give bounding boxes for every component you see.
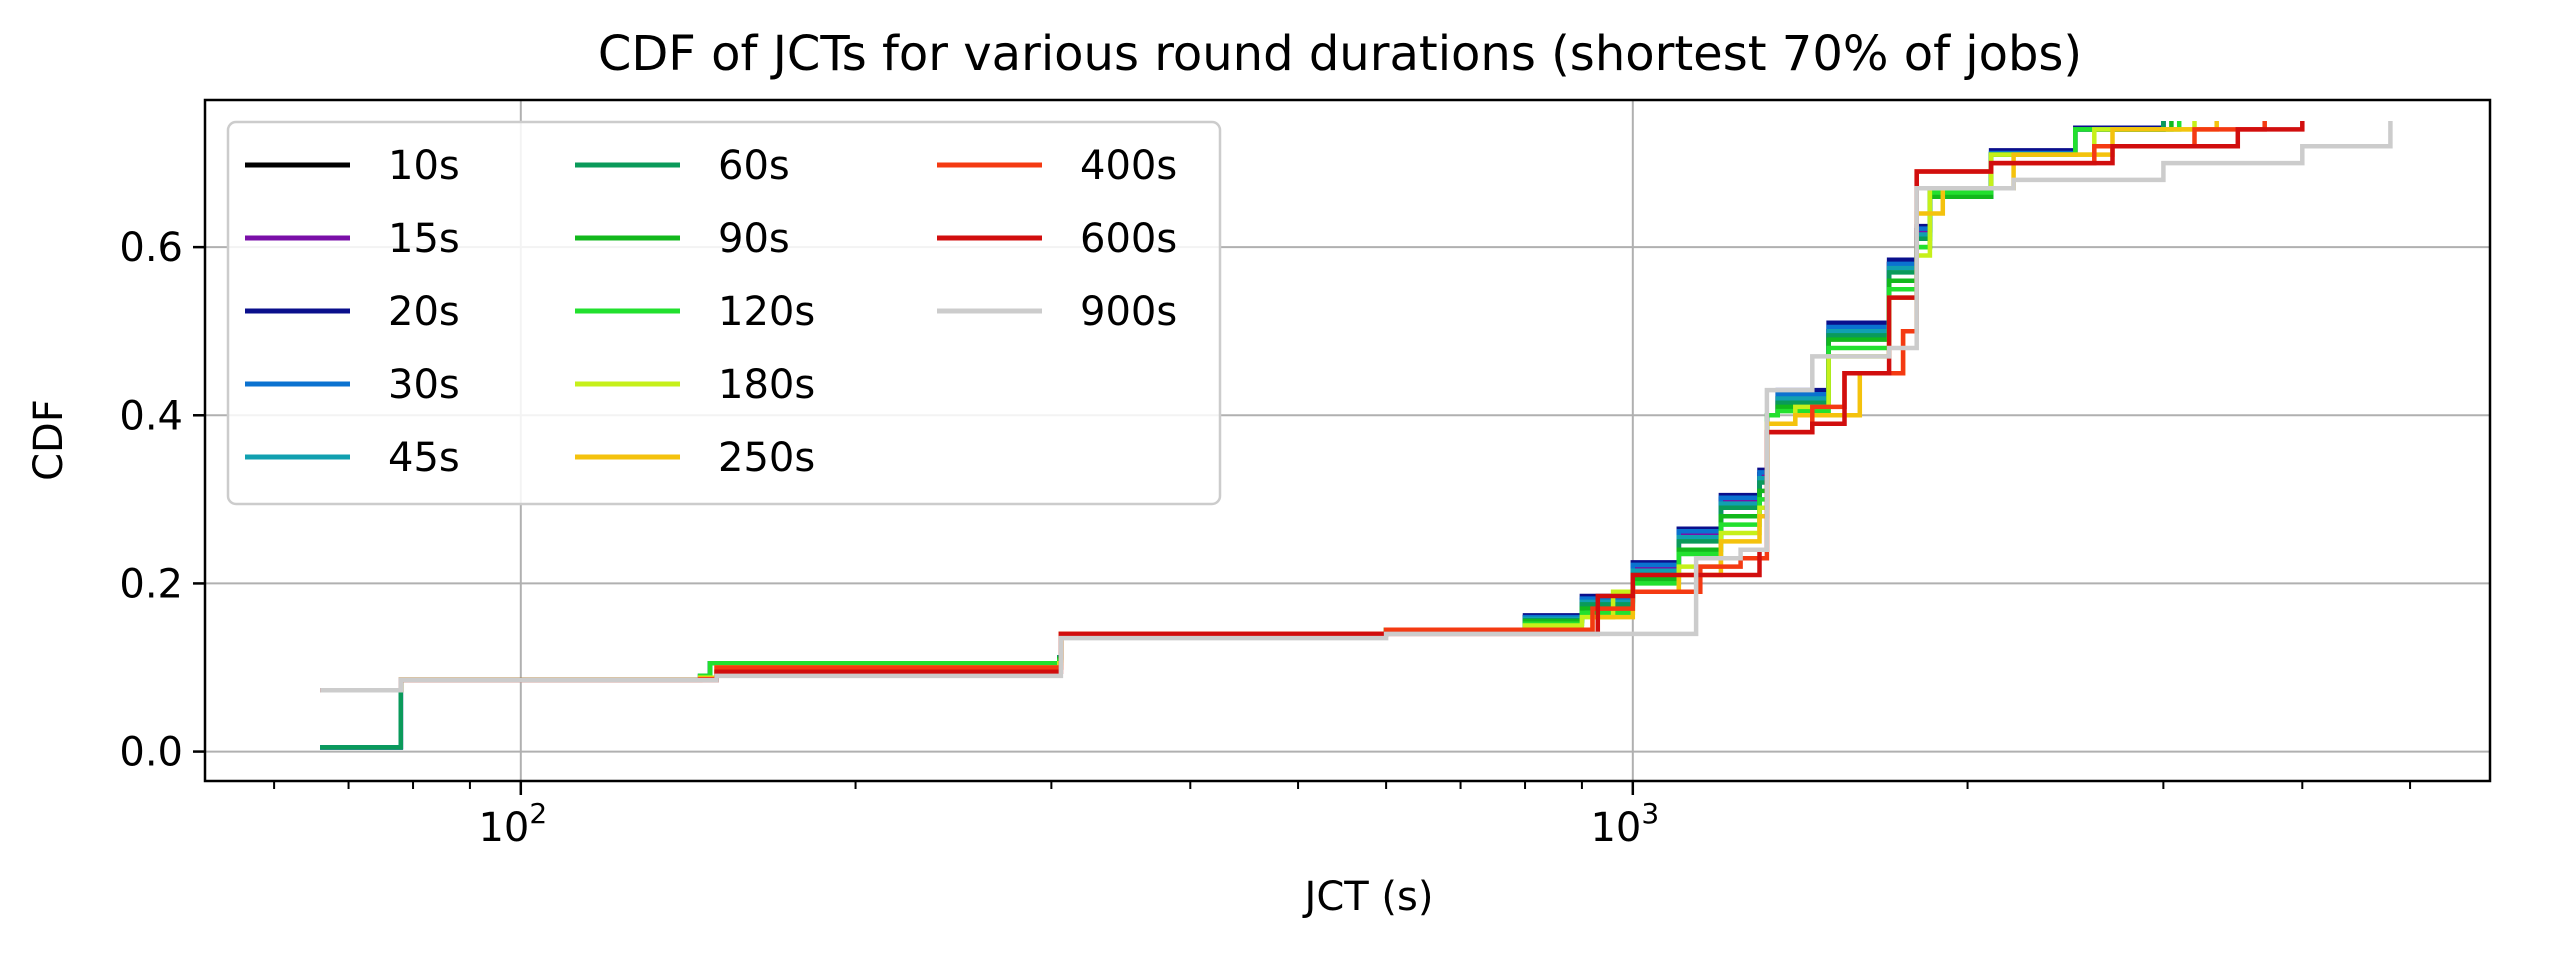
legend-label-400s: 400s: [1080, 143, 1177, 189]
legend-label-90s: 90s: [718, 216, 790, 262]
legend-label-600s: 600s: [1080, 216, 1177, 262]
legend-box: [226, 120, 1222, 506]
series-layer: [320, 121, 2393, 750]
legend-label-180s: 180s: [718, 362, 815, 408]
y-tick-label: 0.2: [119, 561, 183, 607]
y-axis-label: CDF: [26, 399, 72, 481]
x-tick-exponent: 3: [1641, 797, 1659, 830]
y-tick-label: 0.4: [119, 393, 183, 439]
legend-label-20s: 20s: [388, 289, 460, 335]
y-tick-label: 0.0: [119, 730, 183, 776]
legend-label-45s: 45s: [388, 435, 460, 481]
x-tick-label: 103: [1590, 797, 1659, 851]
x-axis-label: JCT (s): [1302, 874, 1434, 920]
legend: 10s 15s 20s 30s 45s 60s 90s 120s 180s 250s 400s 600…: [226, 120, 1222, 506]
legend-label-15s: 15s: [388, 216, 460, 262]
legend-label-30s: 30s: [388, 362, 460, 408]
y-tick-label: 0.6: [119, 225, 183, 271]
ticks-layer: 0.0 0.2 0.4 0.6 102 103: [119, 225, 2412, 851]
x-tick-exponent: 2: [529, 797, 547, 830]
plot-frame: [203, 98, 2492, 783]
legend-label-900s: 900s: [1080, 289, 1177, 335]
legend-label-10s: 10s: [388, 143, 460, 189]
chart-title: CDF of JCTs for various round durations …: [598, 26, 2082, 82]
legend-label-60s: 60s: [718, 143, 790, 189]
legend-label-120s: 120s: [718, 289, 815, 335]
series-line-900s: [320, 121, 2393, 693]
x-tick-label: 102: [478, 797, 547, 851]
legend-label-250s: 250s: [718, 435, 815, 481]
